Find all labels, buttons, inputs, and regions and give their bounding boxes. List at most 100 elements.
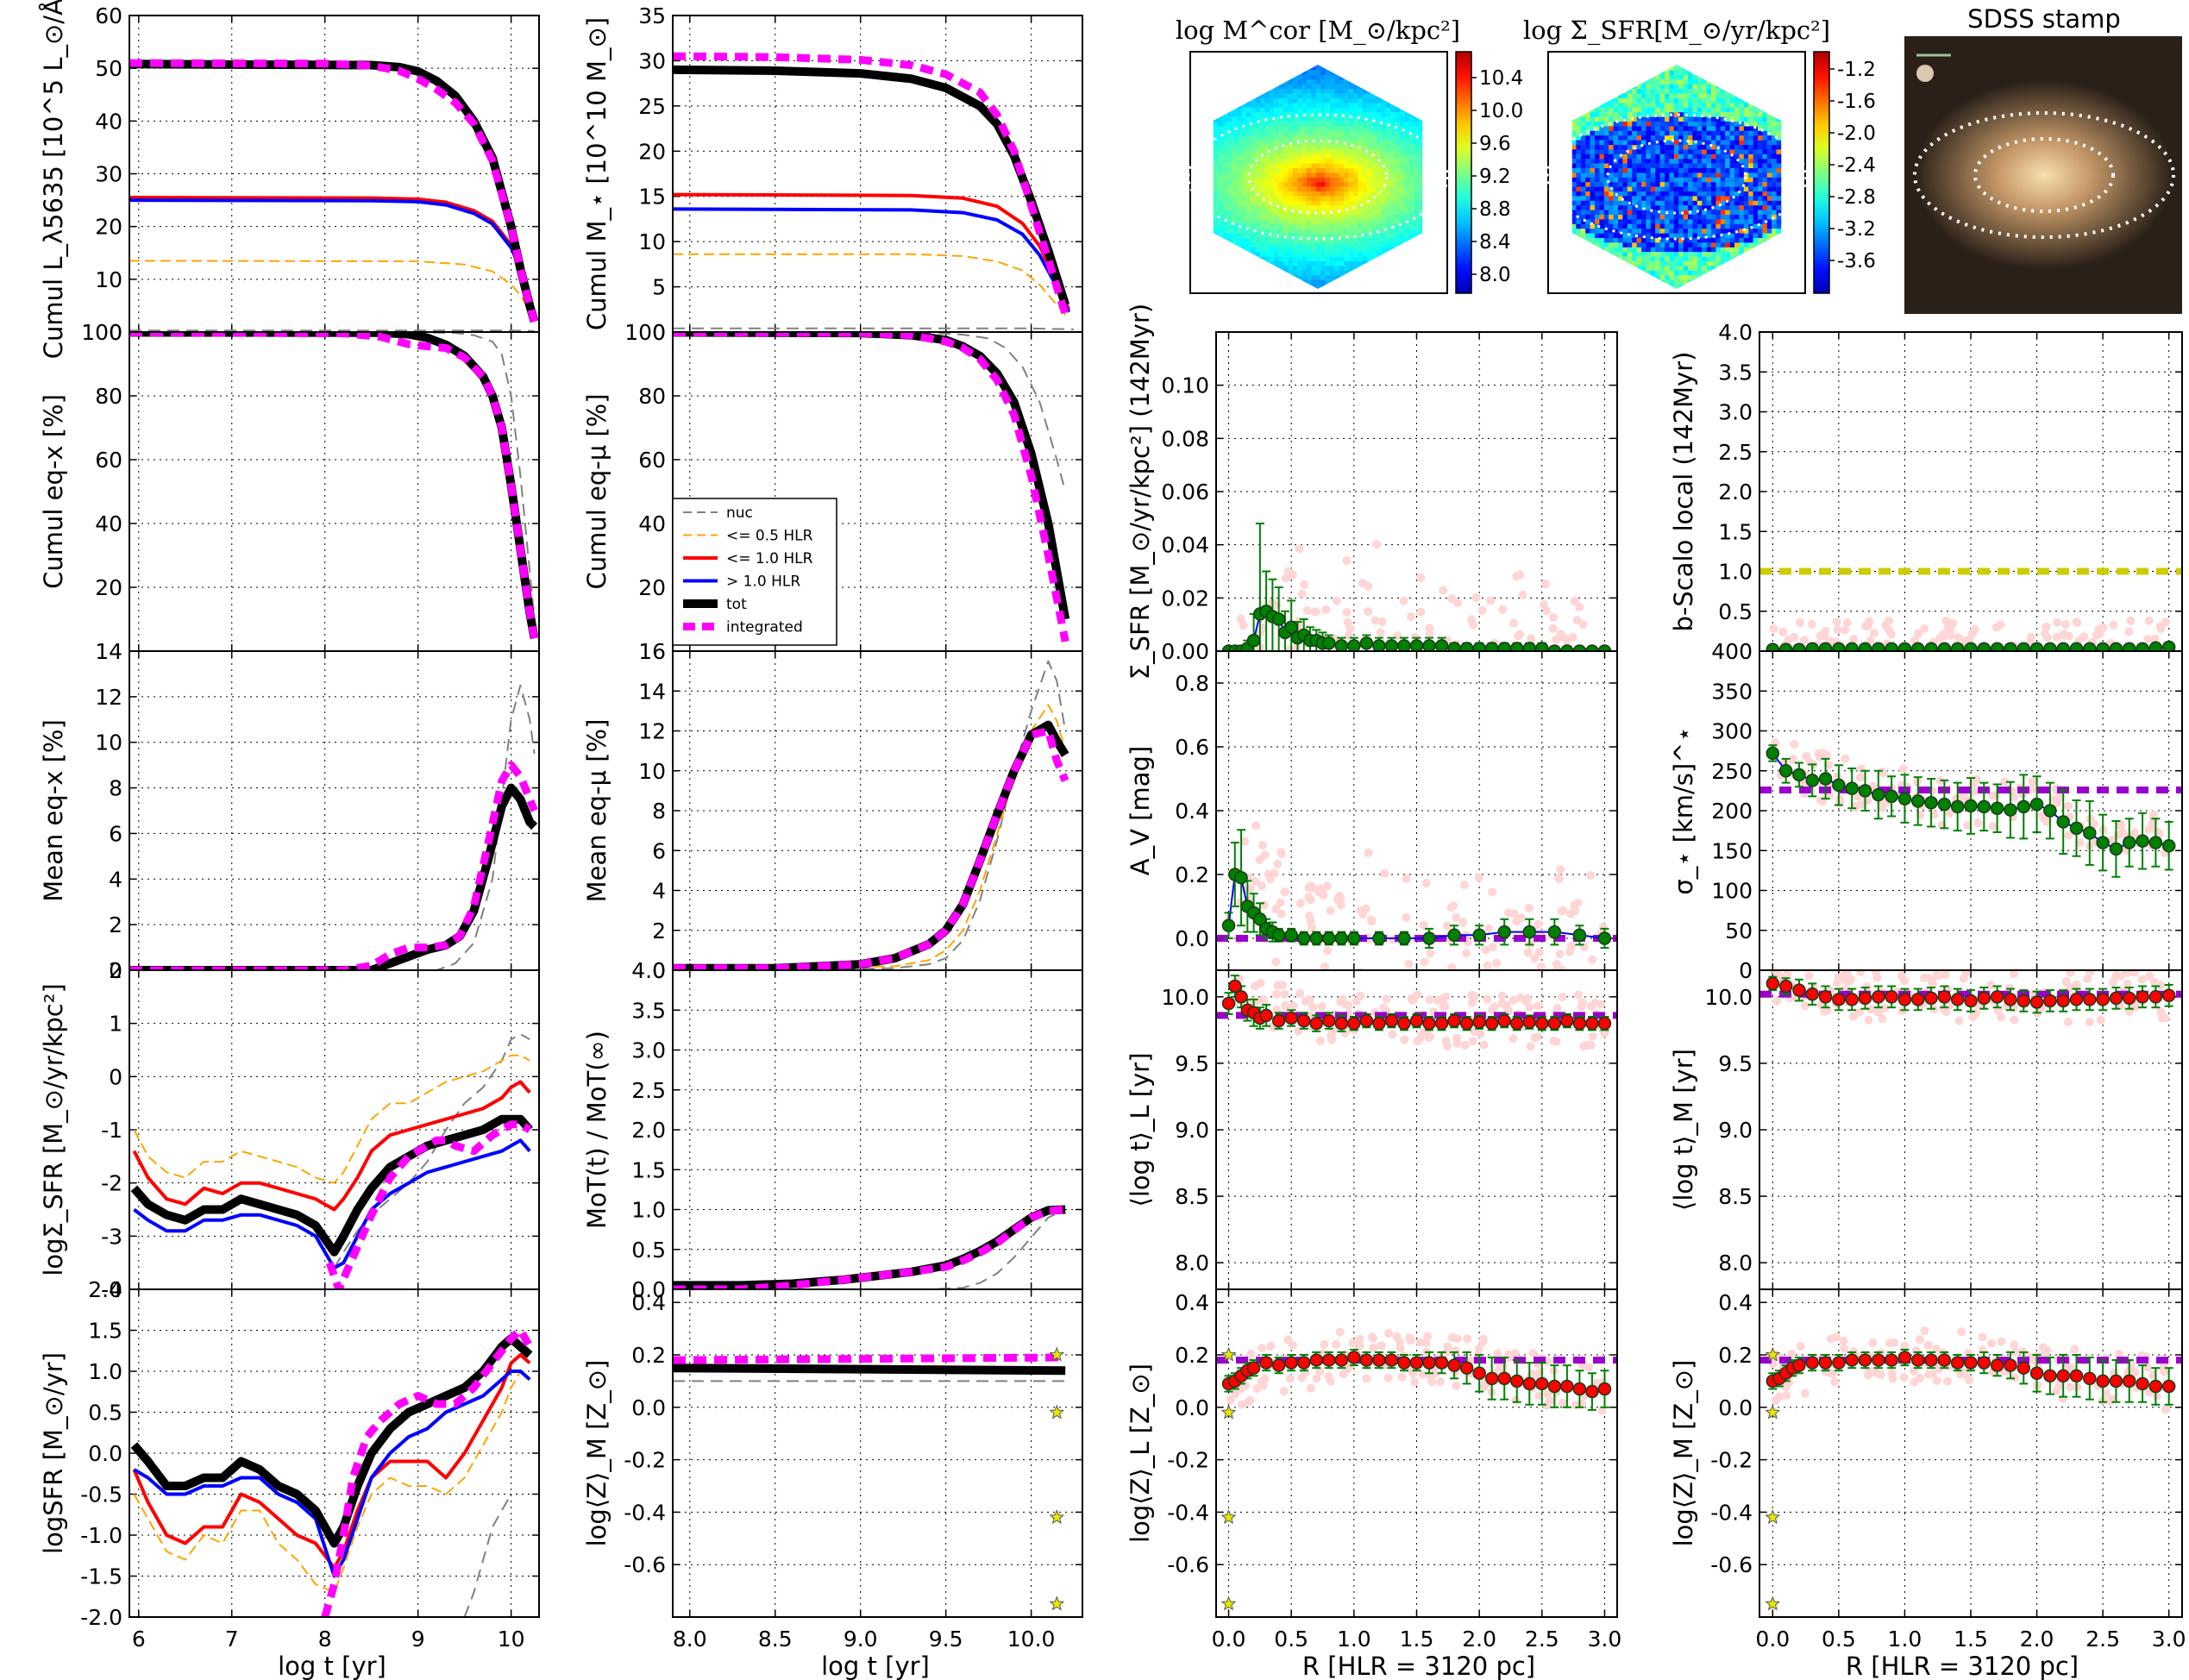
y-tick-label: 0.5	[1718, 599, 1753, 624]
map1-pixel	[1353, 84, 1358, 90]
x-tick-label: 8	[318, 1627, 332, 1652]
map1-pixel	[1307, 145, 1312, 150]
map1-pixel	[1330, 205, 1335, 210]
map1-pixel	[1320, 145, 1326, 150]
map1-pixel	[1245, 182, 1251, 187]
median-point	[1271, 612, 1286, 626]
zone-point	[1542, 606, 1552, 616]
zone-point	[1237, 1384, 1246, 1394]
map1-pixel	[1315, 261, 1321, 266]
map1-pixel	[1227, 200, 1232, 206]
series-half	[673, 253, 1069, 319]
zone-point	[2010, 1373, 2020, 1382]
map1-pixel	[1255, 196, 1261, 201]
map1-pixel	[1297, 205, 1302, 210]
y-tick-label: 10	[95, 267, 122, 292]
map1-pixel	[1348, 242, 1354, 248]
map1-pixel	[1278, 215, 1284, 220]
zone-point	[1364, 607, 1373, 617]
map1-pixel	[1325, 93, 1331, 99]
map1-pixel	[1232, 116, 1238, 122]
median-point	[1872, 787, 1885, 802]
zone-point	[1467, 998, 1477, 1007]
map1-pixel	[1353, 182, 1358, 187]
map1-pixel	[1344, 130, 1349, 136]
zone-point	[1931, 1345, 1941, 1354]
median-point	[1585, 1384, 1599, 1399]
plot-area	[129, 684, 538, 970]
map1-pixel	[1278, 112, 1284, 117]
map1-pixel	[1297, 103, 1302, 108]
map1-pixel	[1311, 66, 1316, 71]
map1-pixel	[1315, 266, 1321, 271]
map1-pixel	[1297, 75, 1302, 80]
zone-point	[1782, 1390, 1791, 1400]
map1-pixel	[1283, 89, 1289, 94]
map1-pixel	[1260, 238, 1265, 243]
zone-point	[1592, 1378, 1602, 1388]
plot-area	[1221, 523, 1612, 651]
zone-point	[1321, 605, 1331, 615]
median-point	[1322, 636, 1336, 650]
median-point	[1547, 1379, 1562, 1394]
map1-pixel	[1330, 103, 1335, 108]
map1-pixel	[1320, 154, 1326, 160]
median-point	[1778, 764, 1793, 778]
map1-pixel	[1274, 116, 1279, 122]
map1-pixel	[1330, 270, 1335, 276]
zone-point	[2094, 624, 2104, 634]
map1-pixel	[1334, 163, 1339, 169]
map1-pixel	[1325, 205, 1331, 210]
map1-pixel	[1241, 219, 1246, 224]
map1-pixel	[1288, 186, 1293, 192]
map1-pixel	[1283, 191, 1289, 197]
median-point	[1296, 1356, 1311, 1370]
zone-point	[1315, 1036, 1325, 1045]
map1-pixel	[1218, 233, 1223, 239]
zone-point	[1371, 539, 1381, 549]
map1-pixel	[1222, 215, 1228, 220]
map1-pixel	[1307, 79, 1312, 85]
map1-pixel	[1325, 247, 1331, 253]
map1-pixel	[1334, 79, 1339, 85]
y-tick-label: 0.4	[1175, 799, 1209, 824]
map1-pixel	[1251, 238, 1256, 243]
map1-pixel	[1311, 163, 1316, 169]
median-point	[1560, 1013, 1574, 1028]
map1-pixel	[1301, 177, 1308, 183]
median-point	[1818, 1356, 1833, 1370]
zone-point	[1306, 1383, 1315, 1393]
map1-pixel	[1237, 219, 1242, 224]
median-point	[1422, 1356, 1436, 1370]
map1-pixel	[1307, 191, 1312, 197]
map1-pixel	[1320, 112, 1326, 117]
median-point	[1560, 1379, 1574, 1394]
zone-point	[1498, 605, 1508, 614]
map1-pixel	[1311, 182, 1316, 187]
map1-pixel	[1251, 140, 1256, 146]
zone-point	[1236, 614, 1245, 624]
map1-pixel	[1241, 145, 1246, 150]
map1-pixel	[1297, 275, 1302, 280]
map1-pixel	[1307, 177, 1312, 183]
map1-pixel	[1353, 247, 1358, 253]
y-tick-label: 30	[638, 48, 666, 73]
median-point	[1309, 1353, 1323, 1367]
zone-point	[1879, 768, 1888, 778]
zone-point	[1521, 996, 1531, 1006]
zone-point	[1781, 1382, 1791, 1391]
map1-pixel	[1297, 112, 1302, 117]
map1-pixel	[1325, 98, 1331, 103]
map1-pixel	[1288, 242, 1293, 248]
zone-point	[2114, 1350, 2123, 1359]
median-point	[1937, 990, 1952, 1004]
median-point	[1434, 639, 1449, 651]
map1-pixel	[1255, 145, 1261, 150]
map1-pixel	[1301, 89, 1308, 94]
map1-pixel	[1278, 98, 1284, 103]
map1-pixel	[1264, 186, 1270, 192]
map1-pixel	[1292, 215, 1298, 220]
y-tick-label: 4	[109, 867, 122, 892]
zone-point	[2009, 970, 2018, 979]
map1-pixel	[1251, 154, 1256, 160]
